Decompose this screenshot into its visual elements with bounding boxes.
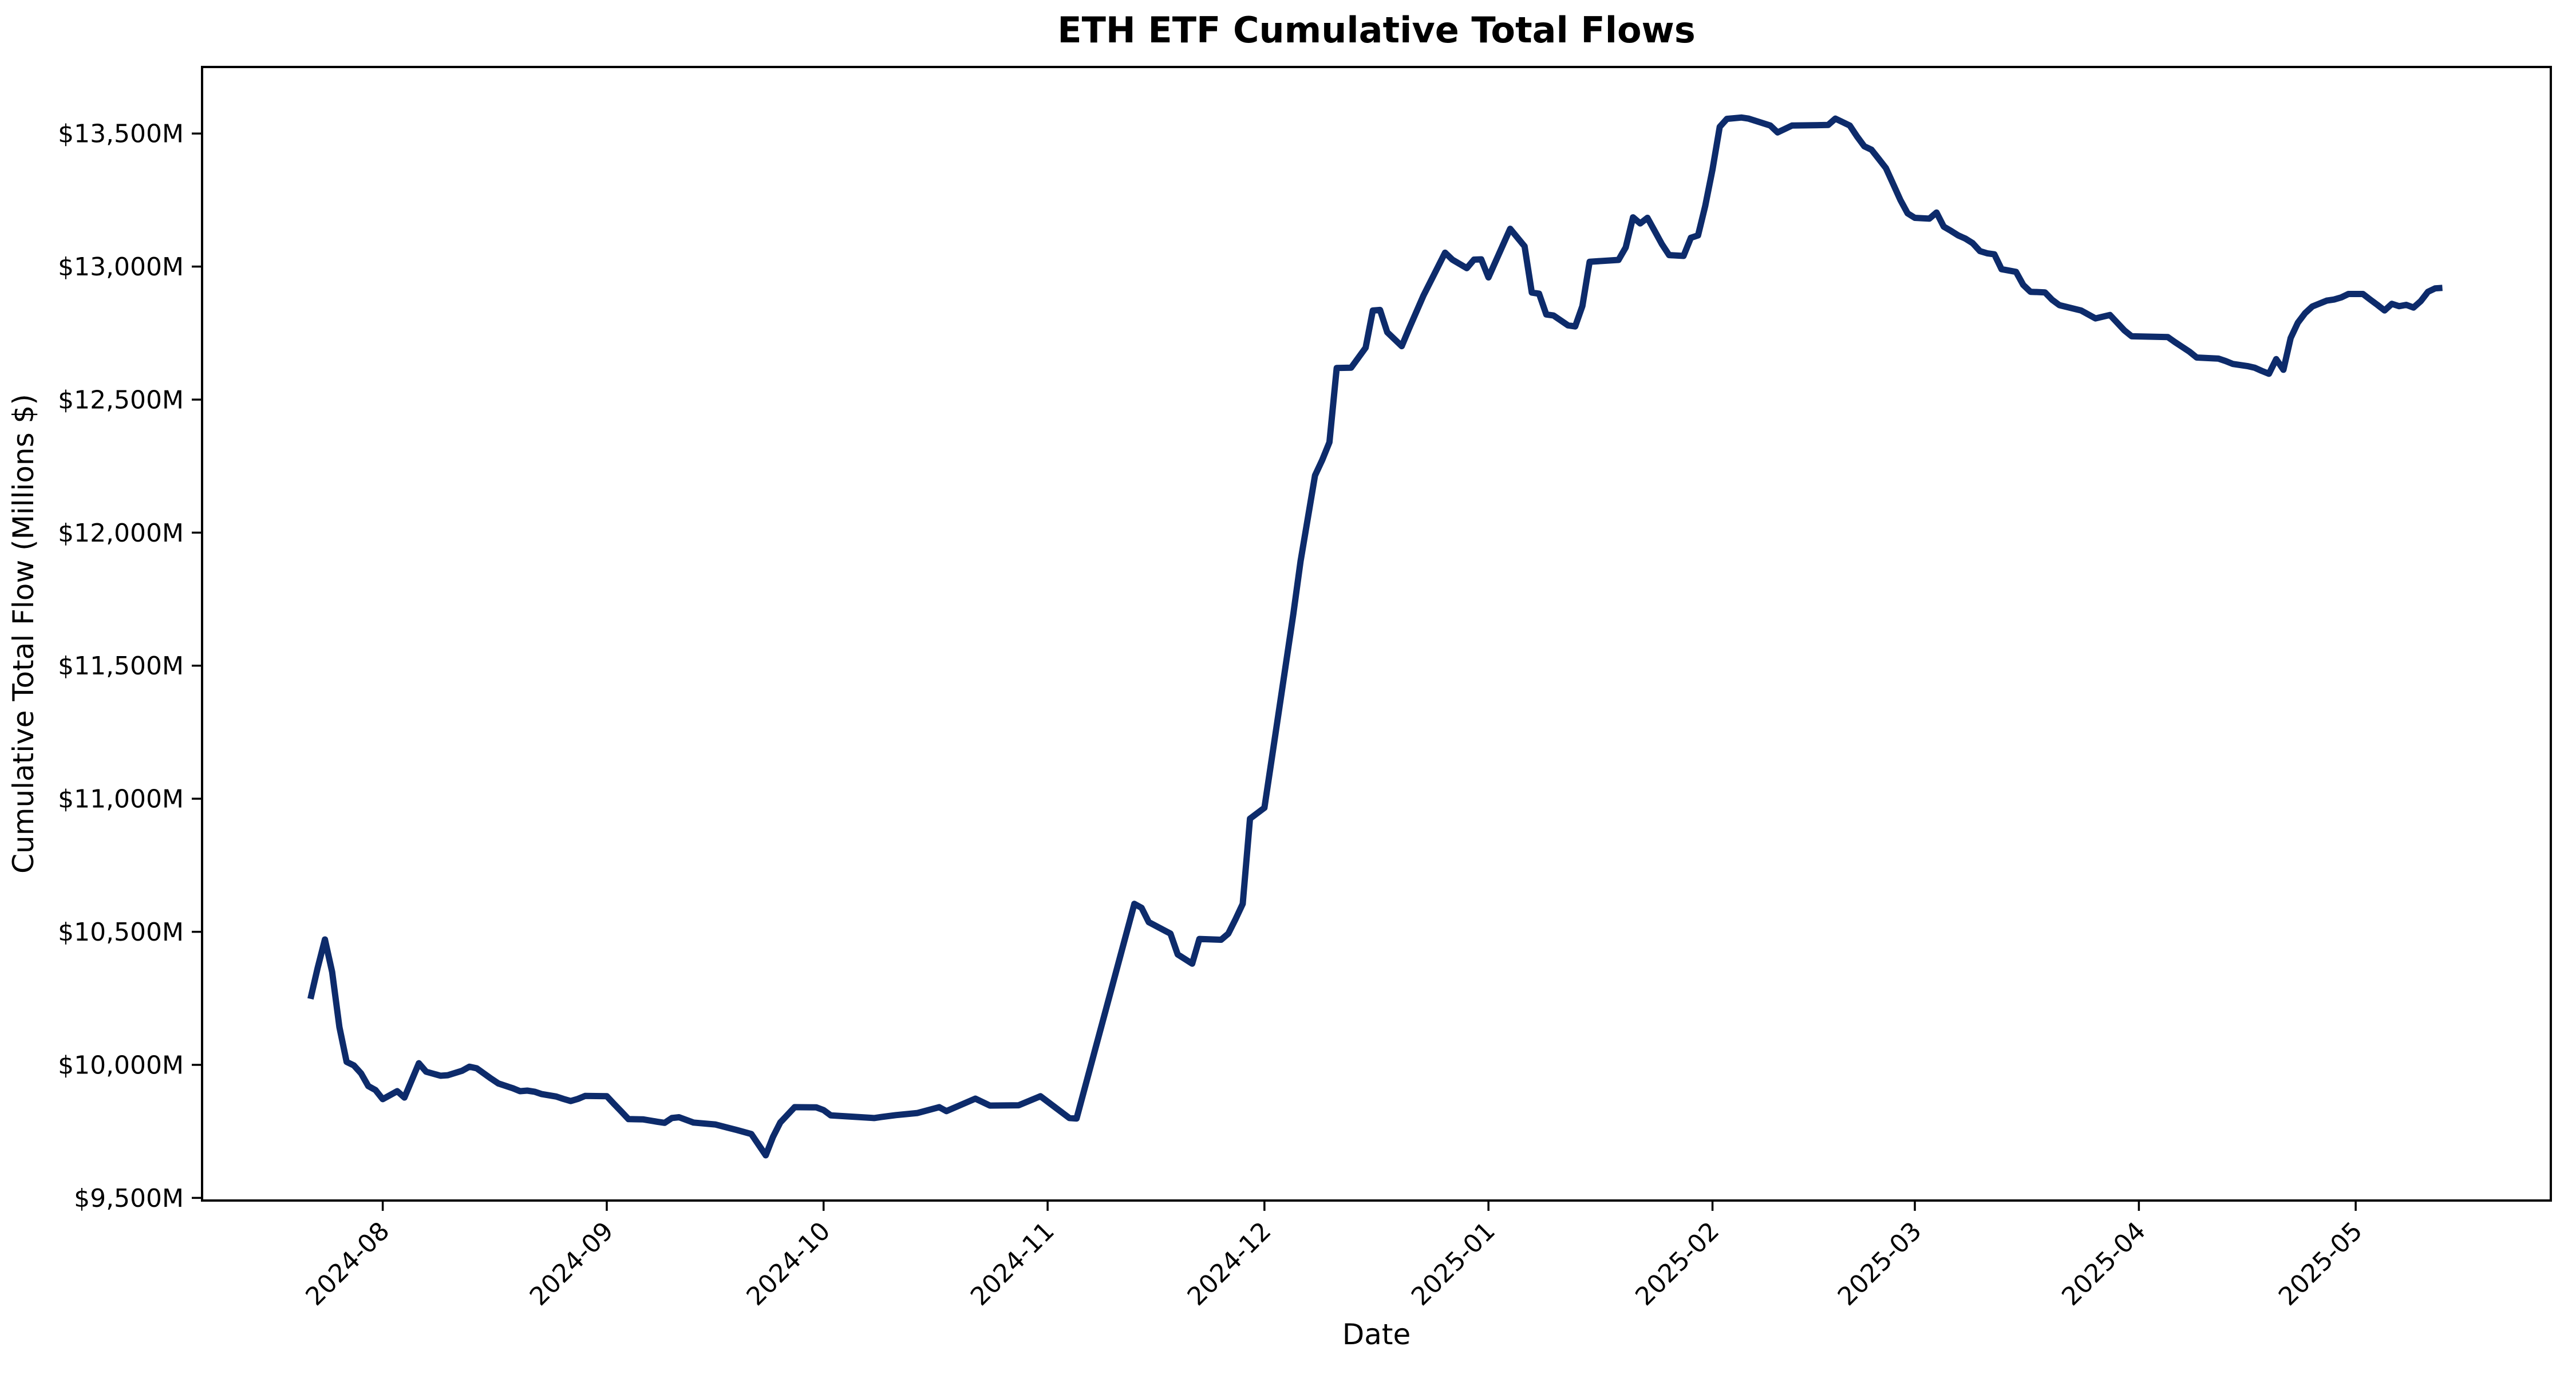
y-tick-label: $12,500M [58,385,184,414]
x-tick-label: 2024-08 [300,1217,395,1312]
y-tick-label: $10,500M [58,918,184,947]
x-tick-label: 2025-02 [1630,1217,1725,1312]
x-tick-label: 2024-12 [1182,1217,1277,1312]
x-tick-label: 2024-10 [741,1217,836,1312]
x-tick-label: 2024-11 [965,1217,1060,1312]
y-tick-label: $13,000M [58,252,184,282]
y-tick-label: $13,500M [58,120,184,149]
x-tick-label: 2025-05 [2273,1217,2368,1312]
y-tick-label: $9,500M [74,1184,184,1213]
y-tick-label: $11,500M [58,652,184,681]
y-tick-label: $11,000M [58,785,184,814]
y-tick-label: $12,000M [58,519,184,548]
x-tick-label: 2025-04 [2056,1217,2151,1312]
flow-line [307,114,2443,1159]
y-axis-label: Cumulative Total Flow (Millions $) [7,394,40,874]
y-tick-label: $10,000M [58,1051,184,1080]
x-tick-label: 2024-09 [524,1217,619,1312]
plot-border [201,66,2552,1202]
x-tick-label: 2025-01 [1406,1217,1501,1312]
chart-title: ETH ETF Cumulative Total Flows [1057,9,1696,51]
x-tick-label: 2025-03 [1832,1217,1927,1312]
x-axis-label: Date [1342,1318,1411,1351]
